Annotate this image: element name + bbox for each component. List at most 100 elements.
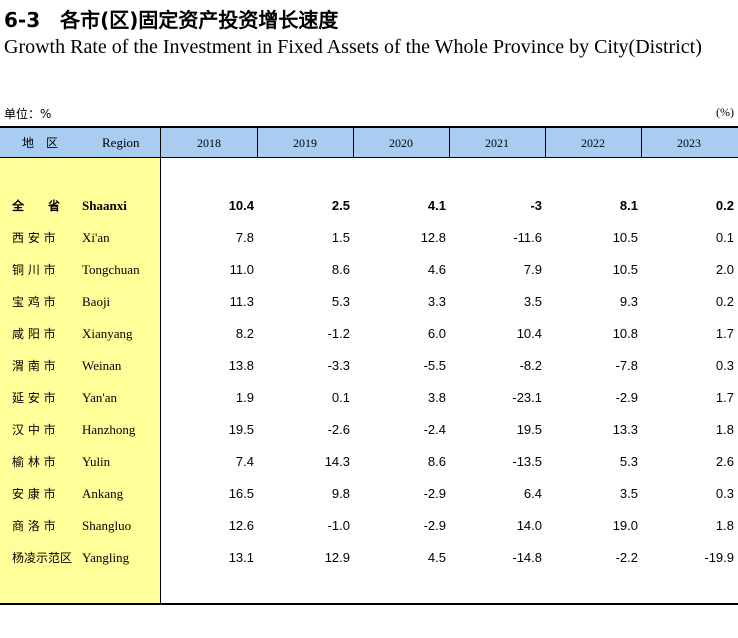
value-cell: 3.3 <box>427 294 446 309</box>
value-cell: 5.3 <box>619 454 638 469</box>
value-cell: 12.6 <box>228 518 254 533</box>
value-cell: 0.2 <box>715 294 734 309</box>
value-cell: -2.9 <box>423 518 446 533</box>
header-cell: 2022 <box>581 136 605 150</box>
value-cell: 7.4 <box>235 454 254 469</box>
header-cell: 2021 <box>485 136 509 150</box>
region-en: Yangling <box>82 550 130 565</box>
region-en: Xi'an <box>82 230 110 245</box>
value-cell: 1.8 <box>715 518 734 533</box>
value-cell: 13.8 <box>228 358 254 373</box>
region-cn: 汉 中 市 <box>12 423 56 437</box>
value-cell: 1.7 <box>715 326 734 341</box>
title-en: Growth Rate of the Investment in Fixed A… <box>4 36 702 58</box>
title-cn: 6-3 各市(区)固定资产投资增长速度 <box>4 8 339 32</box>
value-cell: 6.0 <box>427 326 446 341</box>
value-cell: -5.5 <box>423 358 446 373</box>
value-cell: -14.8 <box>512 550 542 565</box>
value-cell: -13.5 <box>512 454 542 469</box>
value-cell: 13.3 <box>612 422 638 437</box>
region-en: Tongchuan <box>82 262 140 277</box>
header-bg <box>0 128 738 158</box>
value-cell: 0.3 <box>715 358 734 373</box>
region-cn: 咸 阳 市 <box>12 327 56 341</box>
value-cell: 1.9 <box>235 390 254 405</box>
value-cell: 9.8 <box>331 486 350 501</box>
region-en: Xianyang <box>82 326 133 341</box>
header-rule <box>0 157 738 158</box>
value-cell: 2.6 <box>715 454 734 469</box>
value-cell: 4.5 <box>427 550 446 565</box>
value-cell: -2.2 <box>615 550 638 565</box>
region-cn: 渭 南 市 <box>12 359 56 373</box>
value-cell: -2.9 <box>615 390 638 405</box>
region-column-bg <box>0 128 161 604</box>
region-cn: 宝 鸡 市 <box>12 295 56 309</box>
value-cell: -11.6 <box>513 230 542 245</box>
bottom-rule <box>0 603 738 605</box>
value-cell: 13.1 <box>228 550 254 565</box>
value-cell: 16.5 <box>228 486 254 501</box>
unit-right: (%) <box>716 105 734 119</box>
value-cell: 3.5 <box>619 486 638 501</box>
value-cell: -1.2 <box>327 326 350 341</box>
value-cell: 8.1 <box>619 198 638 213</box>
value-cell: -19.9 <box>704 550 734 565</box>
value-cell: 3.5 <box>523 294 542 309</box>
region-cn: 商 洛 市 <box>12 519 56 533</box>
header-cell: Region <box>102 135 140 150</box>
value-cell: 7.9 <box>523 262 542 277</box>
header-divider <box>257 128 258 158</box>
value-cell: -3.3 <box>327 358 350 373</box>
column-divider <box>160 128 161 604</box>
value-cell: 12.8 <box>420 230 446 245</box>
value-cell: 12.9 <box>324 550 350 565</box>
value-cell: 0.3 <box>715 486 734 501</box>
value-cell: 8.2 <box>235 326 254 341</box>
header-divider <box>353 128 354 158</box>
value-cell: 9.3 <box>619 294 638 309</box>
value-cell: 1.5 <box>331 230 350 245</box>
value-cell: 1.7 <box>715 390 734 405</box>
region-cn: 西 安 市 <box>12 231 56 245</box>
value-cell: 10.8 <box>612 326 638 341</box>
value-cell: 19.5 <box>228 422 254 437</box>
region-cn: 铜 川 市 <box>12 263 56 277</box>
value-cell: 19.5 <box>516 422 542 437</box>
value-cell: 4.6 <box>427 262 446 277</box>
value-cell: 10.4 <box>516 326 542 341</box>
value-cell: -3 <box>530 198 542 213</box>
header-cell: 2023 <box>677 136 701 150</box>
value-cell: 8.6 <box>331 262 350 277</box>
value-cell: 10.5 <box>612 230 638 245</box>
region-en: Shaanxi <box>82 198 127 213</box>
value-cell: 0.1 <box>715 230 734 245</box>
value-cell: 10.5 <box>612 262 638 277</box>
value-cell: 7.8 <box>235 230 254 245</box>
value-cell: -7.8 <box>615 358 638 373</box>
region-en: Shangluo <box>82 518 132 533</box>
region-en: Ankang <box>82 486 124 501</box>
header-cell: 2020 <box>389 136 413 150</box>
header-cell: 地 区 <box>22 136 59 150</box>
value-cell: 0.2 <box>715 198 734 213</box>
unit-label: 单位：% <box>4 107 52 121</box>
region-cn: 安 康 市 <box>12 487 56 501</box>
value-cell: 14.3 <box>324 454 350 469</box>
header-divider <box>641 128 642 158</box>
value-cell: 14.0 <box>516 518 542 533</box>
value-cell: 10.4 <box>228 198 254 213</box>
value-cell: 19.0 <box>612 518 638 533</box>
value-cell: 5.3 <box>331 294 350 309</box>
value-cell: 11.3 <box>229 294 254 309</box>
top-rule <box>0 126 738 128</box>
value-cell: 3.8 <box>427 390 446 405</box>
region-cn: 全 省 <box>12 199 61 213</box>
value-cell: 6.4 <box>523 486 542 501</box>
value-cell: 2.0 <box>715 262 734 277</box>
header-divider <box>545 128 546 158</box>
value-cell: -23.1 <box>512 390 542 405</box>
region-en: Baoji <box>82 294 111 309</box>
value-cell: 4.1 <box>427 198 446 213</box>
header-cell: 2018 <box>197 136 221 150</box>
